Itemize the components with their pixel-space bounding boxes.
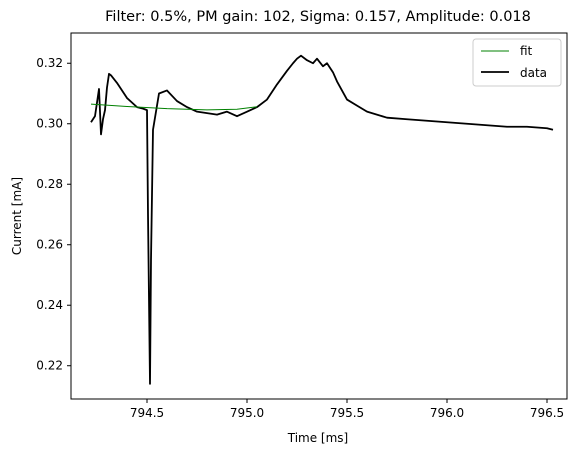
legend-label-fit: fit [520,44,533,58]
series-layer [90,54,554,385]
legend-label-data: data [520,66,547,80]
legend-box [472,38,562,87]
y-axis: 0.22 0.24 0.26 0.28 0.30 0.32 [36,56,71,373]
plot-area: 794.5 795.0 795.5 796.0 796.5 0.220.240.260.… [36,32,568,420]
legend: fit data [472,38,562,87]
x-tick-label: 794.5 [130,406,164,420]
series-line-fit [90,103,258,111]
x-tick-label: 795.0 [230,406,264,420]
y-axis-label: Current [mA] [10,177,24,255]
y-tick-label: 0.22 [36,359,63,373]
x-tick-label: 796.0 [430,406,464,420]
y-tick-label: 0.24 [36,298,63,312]
chart-title: Filter: 0.5%, PM gain: 102, Sigma: 0.157… [105,9,531,25]
x-axis-label: Time [ms] [287,431,349,445]
y-tick-label: 0.32 [36,56,63,70]
plot-frame [70,32,568,400]
y-tick-label: 0.28 [36,177,63,191]
x-tick-label: 795.5 [330,406,364,420]
x-tick-label: 796.5 [530,406,564,420]
x-axis: 794.5 795.0 795.5 796.0 796.5 [130,399,564,420]
y-tick-label: 0.30 [36,117,63,131]
series-line-data [90,54,554,385]
y-tick-label: 0.26 [36,238,63,252]
